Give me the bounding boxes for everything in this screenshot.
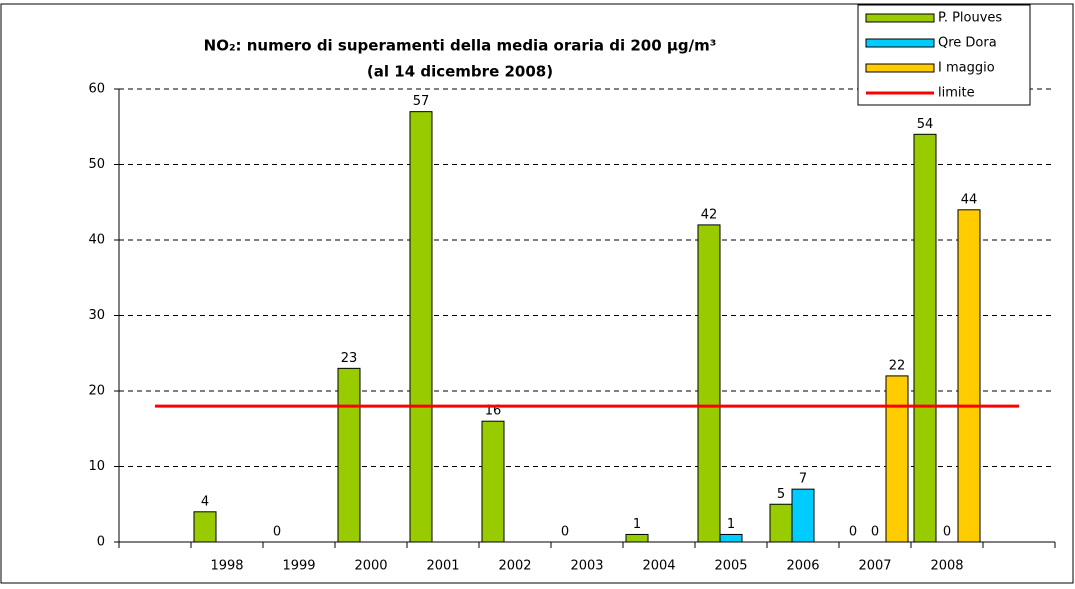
bar bbox=[625, 533, 649, 543]
bar bbox=[481, 420, 505, 543]
bar bbox=[885, 375, 909, 543]
legend-swatch bbox=[865, 13, 935, 23]
data-label: 0 bbox=[943, 525, 951, 540]
x-tick-label: 1998 bbox=[210, 559, 243, 574]
x-tick-label: 2003 bbox=[570, 559, 603, 574]
y-tick-label: 20 bbox=[88, 384, 105, 399]
x-tick-label: 2001 bbox=[426, 559, 459, 574]
x-tick-label: 2004 bbox=[642, 559, 675, 574]
y-tick-label: 10 bbox=[88, 459, 105, 474]
data-label: 23 bbox=[341, 351, 358, 366]
bar bbox=[791, 488, 815, 543]
data-label: 4 bbox=[201, 494, 209, 509]
chart-subtitle: (al 14 dicembre 2008) bbox=[367, 63, 553, 81]
chart-title: NO₂: numero di superamenti della media o… bbox=[204, 37, 717, 55]
y-tick-label: 50 bbox=[88, 157, 105, 172]
x-tick-label: 2006 bbox=[786, 559, 819, 574]
y-tick-label: 30 bbox=[88, 308, 105, 323]
data-label: 1 bbox=[727, 517, 735, 532]
x-tick-label: 2002 bbox=[498, 559, 531, 574]
legend-label: Qre Dora bbox=[938, 36, 997, 51]
bar bbox=[409, 111, 433, 543]
legend-label: I maggio bbox=[938, 61, 995, 76]
data-label: 7 bbox=[799, 472, 807, 487]
data-label: 57 bbox=[413, 94, 430, 109]
legend-swatch bbox=[865, 38, 935, 48]
bar bbox=[697, 224, 721, 543]
data-label: 44 bbox=[961, 192, 978, 207]
bar bbox=[719, 533, 743, 543]
data-label: 54 bbox=[917, 117, 934, 132]
data-label: 42 bbox=[701, 207, 718, 222]
legend-label: limite bbox=[938, 86, 975, 101]
data-label: 0 bbox=[273, 525, 281, 540]
data-label: 0 bbox=[849, 525, 857, 540]
y-tick-label: 60 bbox=[88, 82, 105, 97]
data-label: 1 bbox=[633, 517, 641, 532]
x-tick-label: 2008 bbox=[930, 559, 963, 574]
x-tick-label: 2007 bbox=[858, 559, 891, 574]
bar bbox=[337, 367, 361, 543]
legend-box bbox=[857, 4, 1031, 106]
bar bbox=[957, 209, 981, 543]
legend-swatch bbox=[865, 63, 935, 73]
data-label: 22 bbox=[889, 358, 906, 373]
bar bbox=[913, 133, 937, 543]
data-label: 0 bbox=[561, 525, 569, 540]
legend-label: P. Plouves bbox=[938, 11, 1002, 26]
x-tick-label: 2000 bbox=[354, 559, 387, 574]
x-tick-label: 2005 bbox=[714, 559, 747, 574]
y-tick-label: 0 bbox=[97, 535, 105, 550]
data-label: 0 bbox=[871, 525, 879, 540]
bar bbox=[193, 511, 217, 543]
x-tick-label: 1999 bbox=[282, 559, 315, 574]
bar bbox=[769, 503, 793, 543]
y-tick-label: 40 bbox=[88, 233, 105, 248]
data-label: 5 bbox=[777, 487, 785, 502]
